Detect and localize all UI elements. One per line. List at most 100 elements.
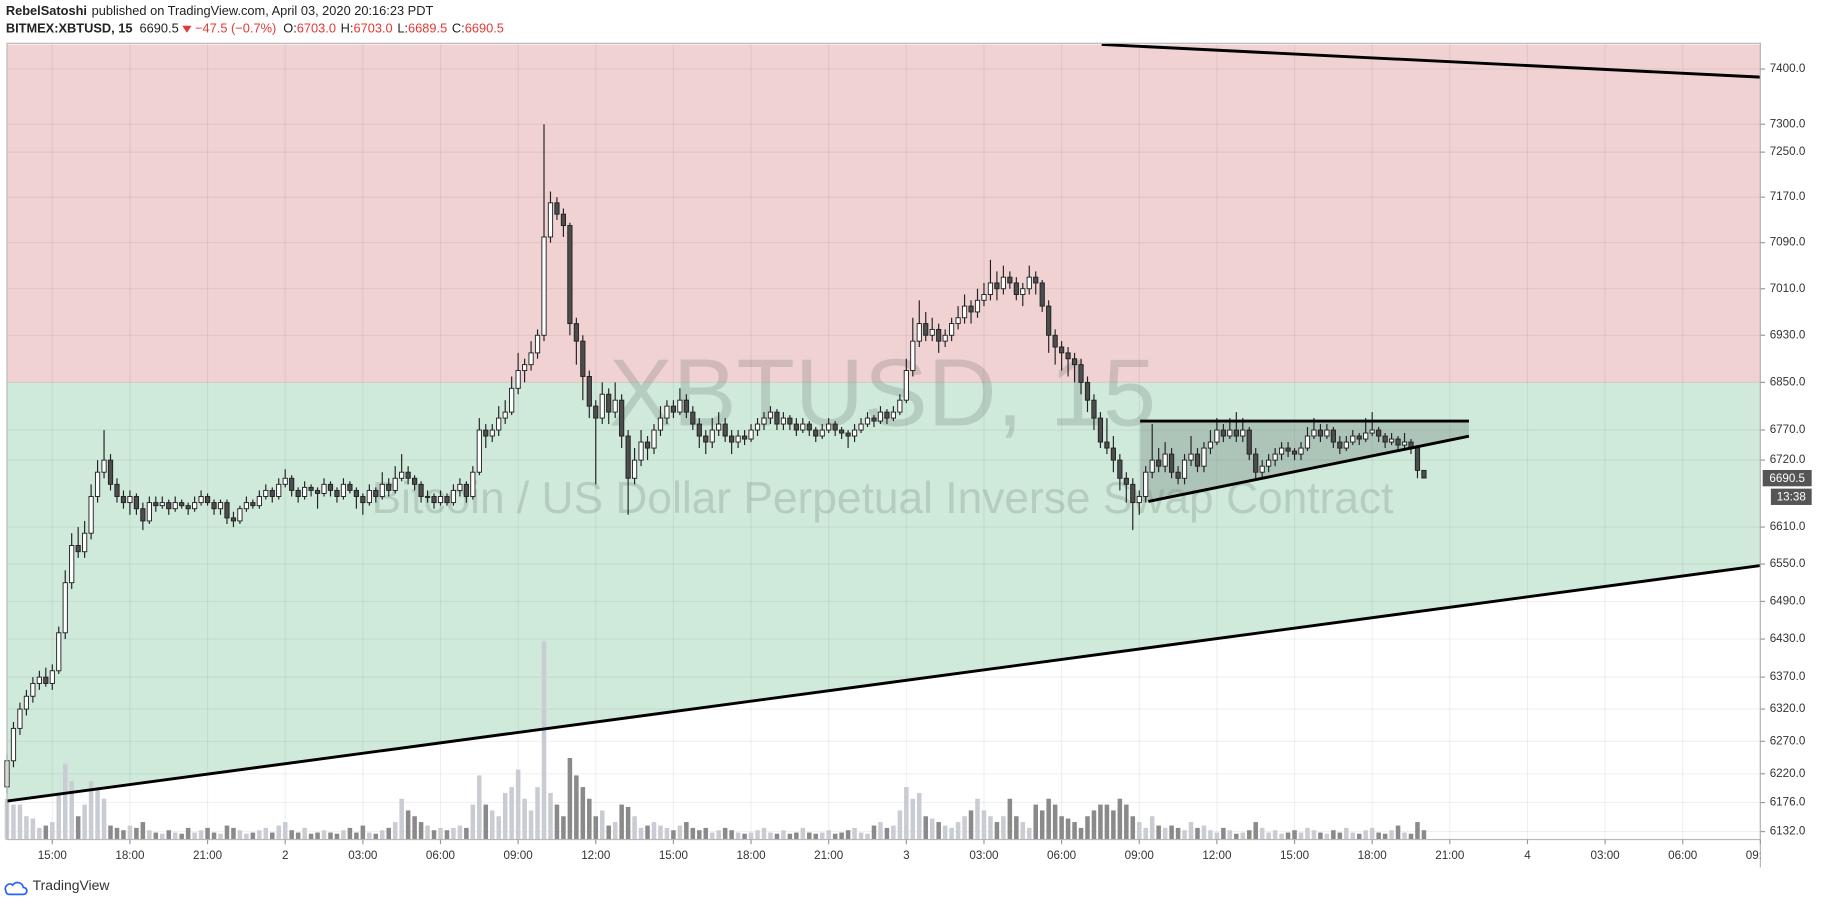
- volume-bar: [237, 830, 243, 840]
- candle-body: [1084, 381, 1091, 401]
- volume-bar: [826, 830, 831, 840]
- candle-body: [295, 489, 301, 497]
- x-tick-label: 2: [282, 849, 288, 862]
- volume-bar: [1117, 798, 1123, 840]
- volume-bar: [975, 798, 980, 840]
- y-tick-label: 6720.0: [1770, 453, 1806, 466]
- candle-body: [1304, 435, 1311, 449]
- candle-body: [1395, 438, 1401, 446]
- candle-body: [1220, 429, 1226, 437]
- candle-body: [1298, 447, 1304, 455]
- volume-bar: [858, 832, 864, 840]
- candle-body: [1343, 441, 1349, 449]
- volume-bar: [541, 641, 547, 840]
- candle-body: [373, 489, 379, 497]
- candle-body: [1013, 282, 1019, 295]
- volume-bar: [1253, 822, 1258, 840]
- candle-body: [263, 489, 269, 497]
- candle-body: [1291, 450, 1298, 455]
- candle-body: [968, 305, 974, 313]
- volume-bar: [807, 832, 812, 840]
- green-zone: [6, 382, 1761, 802]
- volume-bar: [11, 804, 16, 840]
- candle-body: [1246, 429, 1252, 455]
- candle-body: [62, 582, 68, 634]
- candle-body: [476, 429, 482, 473]
- candle-body: [819, 429, 825, 437]
- volume-bar: [1072, 822, 1077, 840]
- volume-bar: [658, 825, 663, 840]
- volume-bar: [82, 804, 87, 840]
- volume-bar: [1369, 827, 1375, 840]
- candle-body: [1046, 305, 1052, 336]
- candle-body: [955, 317, 961, 325]
- x-tick-label: 06:00: [426, 849, 456, 862]
- volume-bar: [1149, 816, 1155, 840]
- y-tick-label: 6176.0: [1770, 796, 1806, 809]
- candle-body: [800, 423, 806, 431]
- candle-body: [949, 323, 955, 336]
- volume-bar: [438, 827, 443, 840]
- candle-body: [1421, 469, 1427, 479]
- candle-body: [444, 496, 450, 504]
- volume-bar: [360, 825, 366, 840]
- ohlc-label: C:: [452, 21, 465, 36]
- candle-body: [761, 417, 767, 425]
- candles: [4, 124, 1427, 794]
- volume-bar: [399, 798, 404, 840]
- ohlc: O:6703.0 H:6703.0 L:6689.5 C:6690.5: [283, 21, 504, 36]
- volume-bar: [1104, 804, 1110, 840]
- volume-bar: [88, 781, 94, 840]
- x-tick-label: 18:00: [115, 849, 145, 862]
- volume-bar: [231, 827, 236, 840]
- volume-bar: [95, 787, 100, 840]
- volume-bar: [884, 827, 890, 840]
- candle-body: [82, 532, 88, 553]
- y-tick-label: 7010.0: [1770, 282, 1806, 295]
- candle-body: [1337, 441, 1343, 449]
- volume-bar: [781, 830, 786, 840]
- x-tick-label: 21:00: [193, 849, 223, 862]
- volume-bar: [30, 818, 36, 840]
- volume-bar: [1363, 830, 1368, 840]
- candle-body: [412, 477, 418, 485]
- candle-body: [101, 459, 107, 473]
- volume-bar: [1408, 833, 1414, 840]
- volume-bar: [1162, 827, 1168, 840]
- candle-body: [379, 483, 385, 497]
- header-line: RebelSatoshi published on TradingView.com…: [6, 3, 434, 18]
- x-tick-label: 06:00: [1047, 849, 1077, 862]
- candle-body: [250, 502, 256, 507]
- author: RebelSatoshi: [6, 3, 87, 18]
- candle-body: [1194, 453, 1201, 467]
- candle-body: [1266, 459, 1272, 467]
- candle-body: [936, 328, 942, 342]
- candle-body: [1175, 471, 1181, 479]
- ohlc-label: H:: [341, 21, 354, 36]
- candle-body: [690, 411, 696, 425]
- candle-body: [88, 496, 94, 534]
- candle-body: [1207, 441, 1214, 449]
- last-price: 6690.5: [1769, 472, 1805, 485]
- volume-bar: [373, 833, 379, 840]
- volume-bar: [483, 804, 489, 840]
- volume-bar: [341, 830, 346, 840]
- volume-bar: [451, 827, 456, 840]
- candle-body: [107, 459, 114, 485]
- candle-body: [1376, 429, 1382, 437]
- candle-body: [1317, 429, 1324, 437]
- candle-body: [256, 496, 262, 507]
- volume-bar: [328, 832, 333, 840]
- volume-bar: [457, 825, 463, 840]
- volume-bar: [574, 775, 579, 840]
- published: published on TradingView.com, April 03, …: [92, 3, 434, 18]
- candle-body: [1007, 276, 1013, 284]
- candle-body: [1123, 477, 1129, 485]
- candle-body: [1324, 429, 1330, 437]
- candle-body: [237, 508, 243, 522]
- volume-bar: [800, 827, 806, 840]
- volume-bar: [897, 810, 903, 840]
- volume-bar: [845, 830, 851, 840]
- volume-bar: [729, 830, 734, 840]
